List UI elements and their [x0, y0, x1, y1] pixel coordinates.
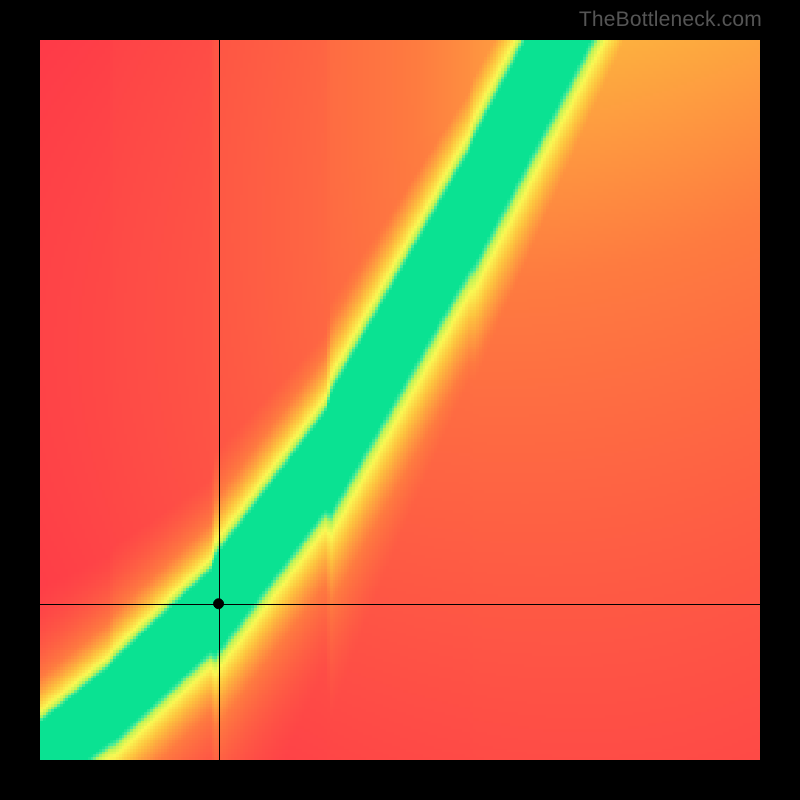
chart-stage: TheBottleneck.com — [0, 0, 800, 800]
credit-text: TheBottleneck.com — [579, 8, 762, 32]
bottleneck-heatmap — [40, 40, 760, 760]
